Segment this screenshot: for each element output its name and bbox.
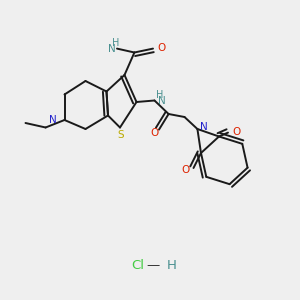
- Text: H: H: [156, 90, 164, 100]
- Text: S: S: [117, 130, 124, 140]
- Text: —: —: [146, 259, 160, 272]
- Text: N: N: [158, 95, 166, 106]
- Text: N: N: [108, 44, 116, 54]
- Text: O: O: [182, 165, 190, 176]
- Text: H: H: [167, 259, 176, 272]
- Text: N: N: [49, 115, 57, 125]
- Text: O: O: [233, 127, 241, 137]
- Text: Cl: Cl: [131, 259, 144, 272]
- Text: O: O: [158, 43, 166, 53]
- Text: H: H: [112, 38, 119, 48]
- Text: O: O: [150, 128, 159, 138]
- Text: N: N: [200, 122, 208, 132]
